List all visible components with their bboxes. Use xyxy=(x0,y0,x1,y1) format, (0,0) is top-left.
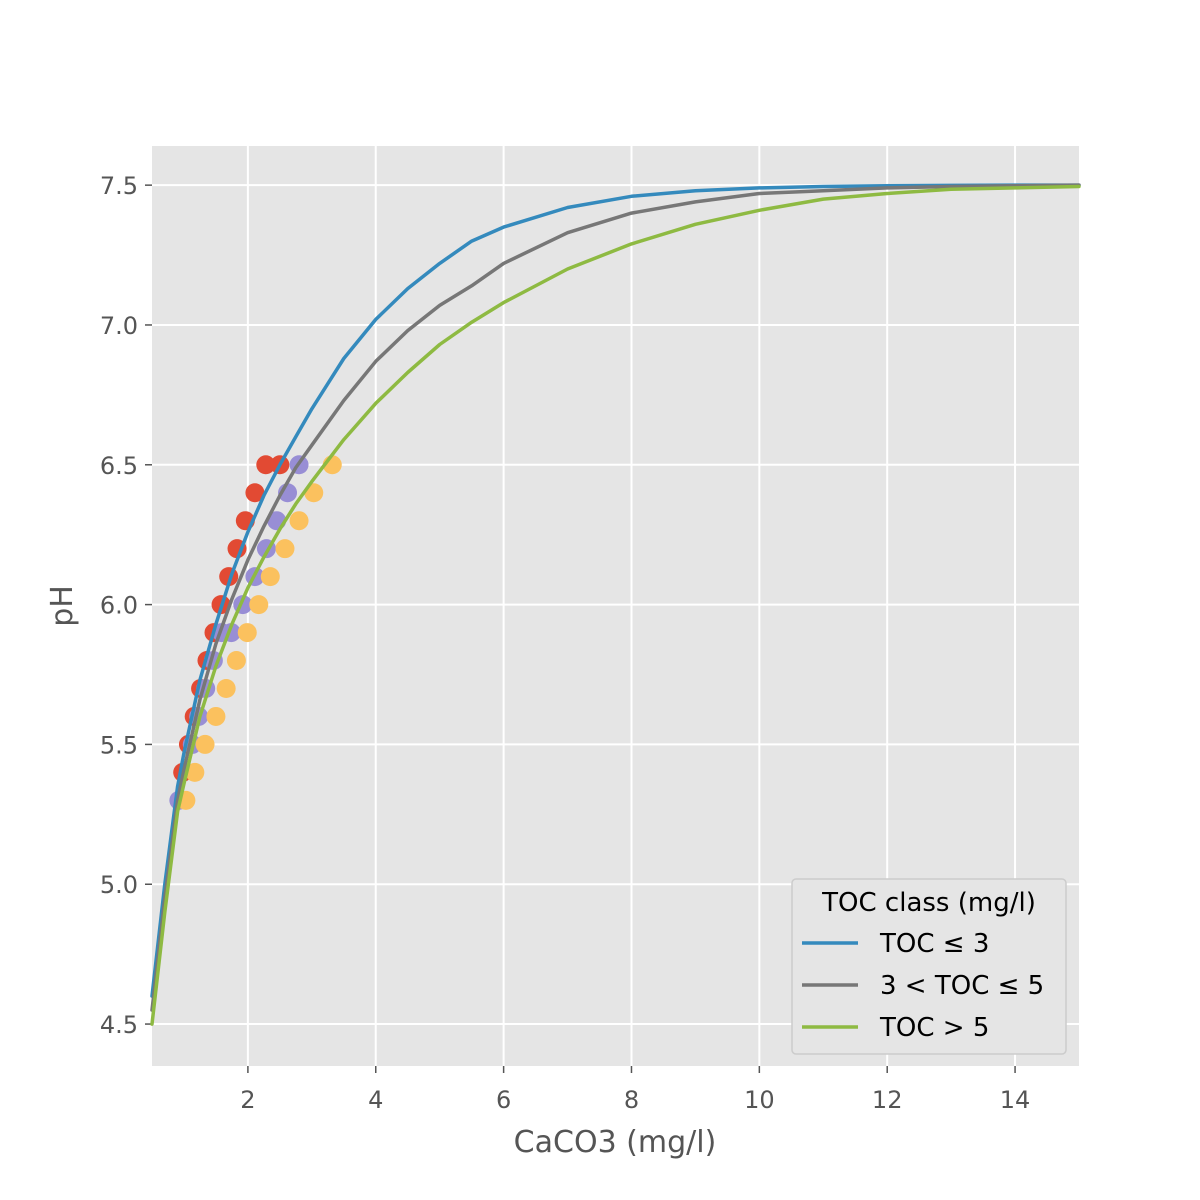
y-tick-label: 7.0 xyxy=(100,312,138,340)
y-tick-label: 7.5 xyxy=(100,172,138,200)
x-axis-title: CaCO3 (mg/l) xyxy=(514,1125,717,1160)
scatter-point-3 xyxy=(226,651,246,671)
legend-box xyxy=(791,878,1067,1055)
y-tick-label: 6.0 xyxy=(100,592,138,620)
y-axis-ticks: 4.5 5.0 5.5 6.0 6.5 7.0 7.5 xyxy=(100,172,152,1039)
y-tick-label: 6.5 xyxy=(100,452,138,480)
scatter-point-3 xyxy=(185,762,205,782)
series-line-2 xyxy=(150,183,1081,1012)
x-tick-label: 12 xyxy=(872,1086,903,1114)
scatter-point-1 xyxy=(245,483,265,503)
y-tick-label: 4.5 xyxy=(100,1011,138,1039)
x-axis-ticks: 2 4 6 8 10 12 14 xyxy=(240,1066,1030,1114)
legend-label-toc-gt-5: TOC > 5 xyxy=(879,1013,989,1043)
scatter-point-3 xyxy=(289,511,309,531)
legend-title: TOC class (mg/l) xyxy=(821,888,1036,918)
x-tick-label: 8 xyxy=(624,1086,639,1114)
series-layer xyxy=(150,183,1081,1026)
grid xyxy=(152,146,1079,1066)
x-tick-label: 10 xyxy=(744,1086,775,1114)
x-tick-label: 6 xyxy=(496,1086,511,1114)
scatter-point-3 xyxy=(216,678,236,698)
x-tick-label: 14 xyxy=(1000,1086,1031,1114)
scatter-point-3 xyxy=(195,734,215,754)
legend-label-toc-le-3: TOC ≤ 3 xyxy=(879,929,989,959)
series-line-3 xyxy=(150,184,1081,1026)
y-axis-title: pH xyxy=(45,585,80,627)
y-tick-label: 5.0 xyxy=(100,871,138,899)
scatter-point-3 xyxy=(249,595,269,615)
y-tick-label: 5.5 xyxy=(100,731,138,759)
scatter-point-3 xyxy=(237,623,257,643)
legend-label-toc-3-to-5: 3 < TOC ≤ 5 xyxy=(880,971,1044,1001)
scatter-point-3 xyxy=(206,706,226,726)
scatter-point-3 xyxy=(275,539,295,559)
legend: TOC class (mg/l) TOC ≤ 3 3 < TOC ≤ 5 TOC… xyxy=(791,878,1067,1055)
series-line-1 xyxy=(150,183,1081,998)
scatter-point-3 xyxy=(260,567,280,587)
scatter-point-1 xyxy=(256,455,276,475)
x-tick-label: 4 xyxy=(368,1086,383,1114)
x-tick-label: 2 xyxy=(240,1086,255,1114)
